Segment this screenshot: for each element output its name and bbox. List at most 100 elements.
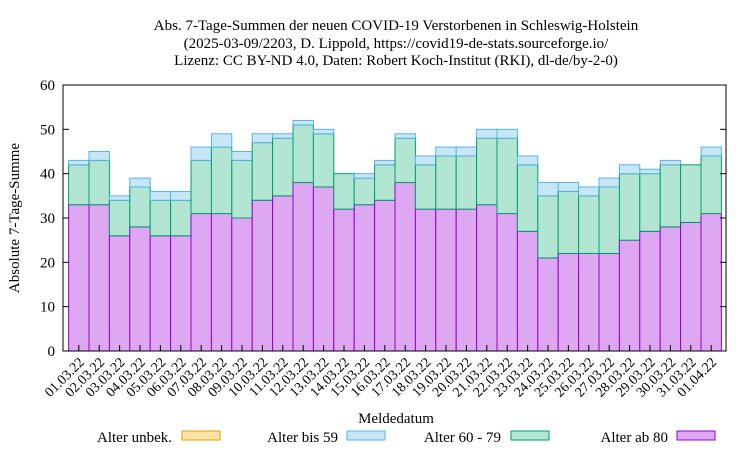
bar-segment-alter-bis-59-20 bbox=[476, 128, 498, 139]
bar-segment-alter-60-79-5 bbox=[170, 199, 192, 237]
bar-segment-alter-ab-80-20 bbox=[476, 204, 498, 352]
bar-segment-alter-ab-80-6 bbox=[190, 213, 212, 352]
bar-segment-alter-ab-80-30 bbox=[680, 221, 702, 352]
bar-segment-alter-bis-59-28 bbox=[639, 168, 661, 175]
bar-segment-alter-ab-80-21 bbox=[496, 213, 518, 352]
bar-segment-alter-ab-80-31 bbox=[700, 213, 722, 352]
bar-segment-alter-bis-59-4 bbox=[149, 190, 172, 201]
bar-segment-alter-ab-80-23 bbox=[537, 257, 559, 352]
chart-title-line-2: (2025-03-09/2203, D. Lippold, https://co… bbox=[184, 36, 609, 52]
y-tick-label: 0 bbox=[48, 344, 56, 360]
bar-segment-alter-60-79-23 bbox=[537, 195, 559, 259]
bar-segment-alter-bis-59-1 bbox=[88, 151, 110, 161]
x-axis-label: Meldedatum bbox=[358, 411, 434, 427]
bar-segment-alter-60-79-21 bbox=[496, 137, 518, 215]
bar-segment-alter-60-79-10 bbox=[272, 137, 294, 197]
bar-segment-alter-ab-80-11 bbox=[292, 182, 314, 352]
bar-segment-alter-bis-59-25 bbox=[578, 186, 600, 197]
bar-segment-alter-60-79-22 bbox=[516, 164, 539, 232]
bar-segment-alter-60-79-2 bbox=[108, 199, 131, 237]
y-tick-label: 40 bbox=[40, 167, 55, 183]
bar-segment-alter-60-79-30 bbox=[680, 164, 702, 223]
bar-segment-alter-60-79-17 bbox=[414, 164, 437, 210]
legend-swatch bbox=[510, 430, 550, 441]
bar-segment-alter-ab-80-18 bbox=[435, 208, 457, 352]
bar-segment-alter-60-79-3 bbox=[129, 186, 151, 228]
bar-segment-alter-ab-80-8 bbox=[231, 217, 253, 352]
bar-segment-alter-bis-59-18 bbox=[435, 146, 457, 157]
bar-segment-alter-bis-59-27 bbox=[618, 164, 641, 175]
bar-stacks bbox=[68, 119, 722, 352]
bar-segment-alter-60-79-26 bbox=[598, 186, 620, 254]
bar-segment-alter-ab-80-27 bbox=[618, 239, 641, 352]
legend-label: Alter bis 59 bbox=[267, 430, 338, 446]
bar-segment-alter-bis-59-15 bbox=[374, 159, 396, 166]
legend-label: Alter 60 - 79 bbox=[424, 430, 501, 446]
bar-segment-alter-60-79-14 bbox=[353, 177, 376, 206]
bar-segment-alter-ab-80-17 bbox=[414, 208, 437, 352]
bar-segment-alter-bis-59-3 bbox=[129, 177, 151, 188]
y-tick-label: 10 bbox=[40, 300, 55, 316]
bar-segment-alter-60-79-1 bbox=[88, 159, 110, 206]
bar-segment-alter-ab-80-10 bbox=[272, 195, 294, 352]
y-tick-label: 50 bbox=[40, 122, 55, 138]
bar-segment-alter-60-79-9 bbox=[251, 142, 274, 201]
bar-segment-alter-ab-80-16 bbox=[394, 182, 416, 352]
chart-title: Abs. 7-Tage-Summen der neuen COVID-19 Ve… bbox=[154, 18, 639, 69]
legend-swatch bbox=[181, 430, 221, 441]
bar-segment-alter-60-79-31 bbox=[700, 155, 722, 215]
bar-segment-alter-bis-59-6 bbox=[190, 146, 212, 161]
bar-segment-alter-bis-59-17 bbox=[414, 155, 437, 166]
bar-segment-alter-ab-80-25 bbox=[578, 252, 600, 352]
chart-title-line-1: Abs. 7-Tage-Summen der neuen COVID-19 Ve… bbox=[154, 18, 639, 34]
bar-segment-alter-ab-80-1 bbox=[88, 204, 110, 352]
bar-segment-alter-ab-80-19 bbox=[455, 208, 478, 352]
bar-segment-alter-60-79-29 bbox=[659, 164, 682, 228]
bar-segment-alter-60-79-12 bbox=[312, 133, 335, 188]
bar-segment-alter-bis-59-23 bbox=[537, 182, 559, 197]
bar-segment-alter-ab-80-22 bbox=[516, 230, 539, 352]
bar-segment-alter-ab-80-29 bbox=[659, 226, 682, 352]
bar-segment-alter-60-79-19 bbox=[455, 155, 478, 210]
bar-segment-alter-ab-80-0 bbox=[68, 204, 90, 352]
bar-segment-alter-60-79-16 bbox=[394, 137, 416, 184]
bar-segment-alter-ab-80-4 bbox=[149, 235, 172, 352]
bar-segment-alter-bis-59-10 bbox=[272, 133, 294, 139]
bar-segment-alter-60-79-13 bbox=[333, 173, 355, 210]
y-axis: 0 10 20 30 40 50 60 bbox=[40, 78, 726, 360]
bar-segment-alter-bis-59-19 bbox=[455, 146, 478, 157]
y-axis-label: Absolute 7-Tage-Summe bbox=[7, 143, 23, 294]
bar-segment-alter-ab-80-9 bbox=[251, 199, 274, 352]
bar-segment-alter-ab-80-13 bbox=[333, 208, 355, 352]
bar-segment-alter-bis-59-14 bbox=[353, 173, 376, 179]
legend-swatch bbox=[676, 430, 716, 441]
bar-segment-alter-60-79-8 bbox=[231, 159, 253, 219]
bar-segment-alter-ab-80-12 bbox=[312, 186, 335, 352]
bar-segment-alter-ab-80-14 bbox=[353, 204, 376, 352]
bar-segment-alter-ab-80-28 bbox=[639, 230, 661, 352]
bar-segment-alter-bis-59-26 bbox=[598, 177, 620, 188]
legend-label: Alter unbek. bbox=[97, 430, 172, 446]
bar-segment-alter-60-79-25 bbox=[578, 195, 600, 254]
bar-segment-alter-ab-80-26 bbox=[598, 252, 620, 352]
bar-segment-alter-60-79-15 bbox=[374, 164, 396, 201]
bar-segment-alter-bis-59-5 bbox=[170, 190, 192, 201]
bar-segment-alter-bis-59-24 bbox=[557, 182, 580, 192]
x-axis: 01.03.2202.03.2203.03.2204.03.2205.03.22… bbox=[42, 345, 720, 400]
bar-segment-alter-60-79-11 bbox=[292, 124, 314, 184]
bar-segment-alter-bis-59-16 bbox=[394, 133, 416, 139]
bar-segment-alter-60-79-28 bbox=[639, 173, 661, 232]
bar-segment-alter-bis-59-22 bbox=[516, 155, 539, 166]
y-tick-label: 30 bbox=[40, 211, 55, 227]
bar-segment-alter-bis-59-12 bbox=[312, 128, 335, 135]
bar-segment-alter-bis-59-31 bbox=[700, 146, 722, 157]
bar-segment-alter-bis-59-11 bbox=[292, 119, 314, 126]
bar-segment-alter-60-79-24 bbox=[557, 190, 580, 254]
bar-segment-alter-bis-59-0 bbox=[68, 159, 90, 166]
bar-segment-alter-ab-80-15 bbox=[374, 199, 396, 352]
bar-segment-alter-ab-80-2 bbox=[108, 235, 131, 352]
chart-title-line-3: Lizenz: CC BY-ND 4.0, Daten: Robert Koch… bbox=[174, 53, 618, 69]
legend-label: Alter ab 80 bbox=[601, 430, 668, 446]
bar-segment-alter-60-79-20 bbox=[476, 137, 498, 206]
y-tick-label: 60 bbox=[40, 78, 55, 94]
